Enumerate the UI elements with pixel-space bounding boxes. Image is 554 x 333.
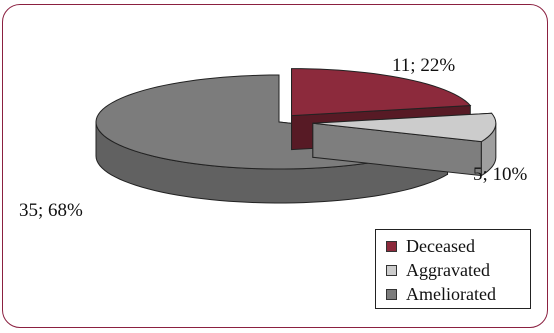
legend-item-ameliorated: Ameliorated — [386, 282, 530, 306]
chart-frame: 11; 22% 5; 10% 35; 68% Deceased Aggravat… — [2, 4, 548, 328]
slice-top-deceased — [291, 68, 472, 117]
slice-aggravated — [312, 112, 497, 177]
legend-swatch-deceased — [386, 240, 397, 252]
slice-label-aggravated: 5; 10% — [473, 164, 528, 185]
pie-chart: 11; 22% 5; 10% 35; 68% — [19, 55, 528, 221]
legend-label-aggravated: Aggravated — [406, 260, 490, 280]
legend-item-deceased: Deceased — [386, 234, 530, 258]
legend-label-deceased: Deceased — [406, 236, 475, 256]
legend-label-ameliorated: Ameliorated — [406, 284, 496, 304]
slice-label-ameliorated: 35; 68% — [19, 200, 83, 221]
slice-label-deceased: 11; 22% — [392, 55, 455, 76]
legend: Deceased Aggravated Ameliorated — [375, 229, 531, 309]
legend-swatch-ameliorated — [386, 288, 397, 300]
slice-top-aggravated — [312, 112, 497, 143]
legend-swatch-aggravated — [386, 264, 397, 276]
legend-item-aggravated: Aggravated — [386, 258, 530, 282]
